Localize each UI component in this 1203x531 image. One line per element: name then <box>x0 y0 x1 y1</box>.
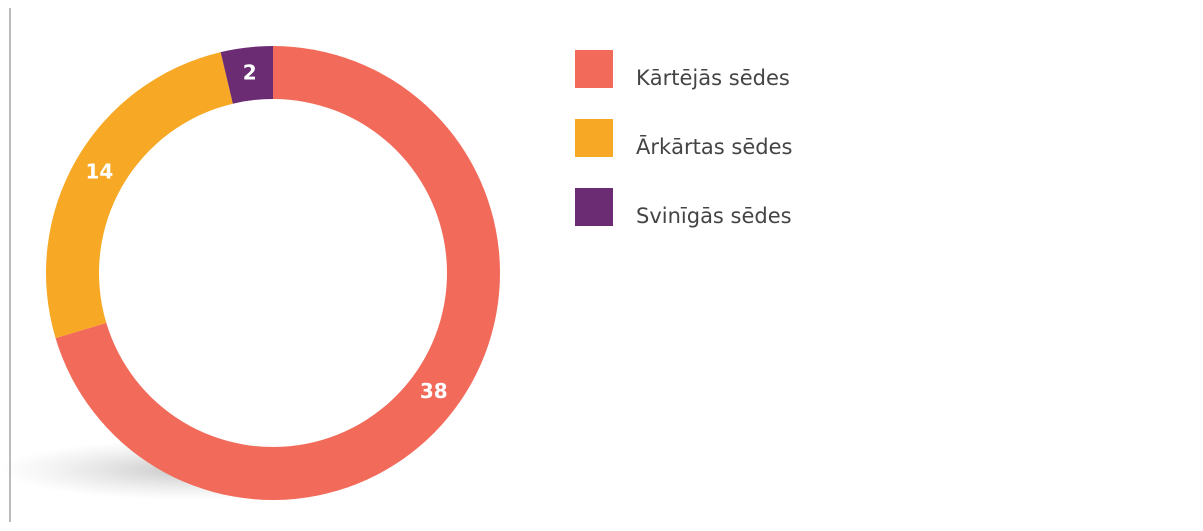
donut-segment <box>220 46 273 104</box>
legend-label: Kārtējās sēdes <box>636 66 790 90</box>
legend-label: Ārkārtas sēdes <box>636 135 792 159</box>
legend-swatch <box>575 188 613 226</box>
legend-swatch <box>575 50 613 88</box>
legend-swatch <box>575 119 613 157</box>
data-label: 2 <box>243 60 257 84</box>
donut-segment <box>45 52 233 339</box>
data-label: 38 <box>420 379 448 403</box>
data-label: 14 <box>85 159 113 183</box>
legend-label: Svinīgās sēdes <box>636 204 792 228</box>
